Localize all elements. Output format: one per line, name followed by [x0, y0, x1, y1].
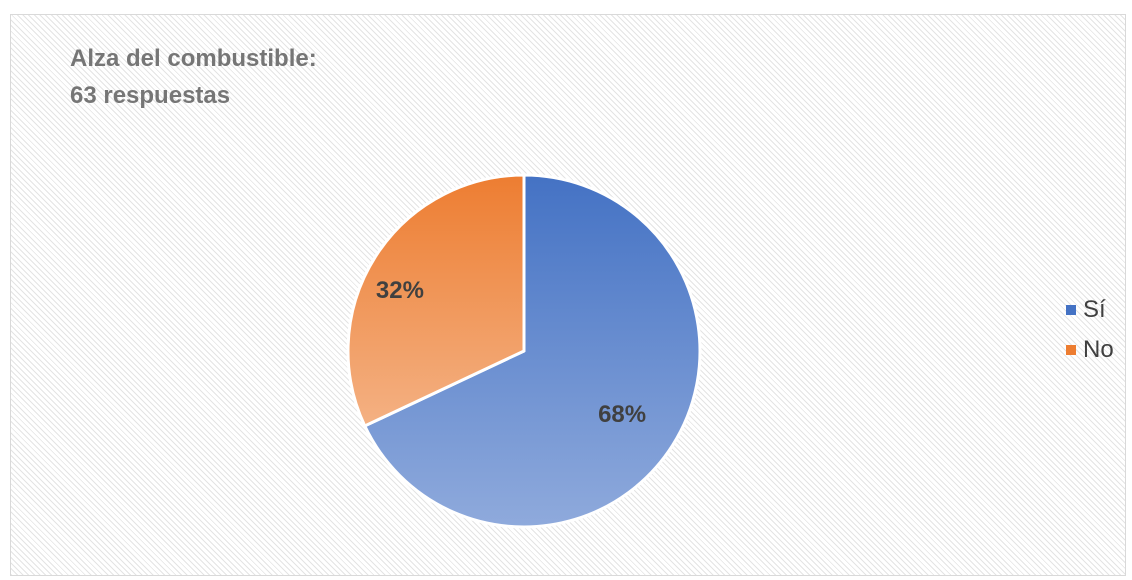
- chart-title-line-2: 63 respuestas: [70, 82, 231, 109]
- chart-title-line-1: Alza del combustible:: [70, 45, 317, 72]
- data-label-si: 68%: [598, 401, 646, 428]
- data-label-no: 32%: [376, 277, 424, 304]
- legend-item-no: No: [1066, 330, 1114, 370]
- legend-item-si: Sí: [1066, 290, 1114, 330]
- legend: Sí No: [1066, 290, 1114, 370]
- chart-title: Alza del combustible: 63 respuestas: [70, 40, 317, 114]
- legend-swatch-no: [1066, 345, 1076, 355]
- legend-label-no: No: [1083, 336, 1114, 363]
- pie-slice-no: [346, 173, 526, 428]
- pie-slice-si: [363, 173, 702, 529]
- legend-label-si: Sí: [1083, 296, 1106, 323]
- legend-swatch-si: [1066, 305, 1076, 315]
